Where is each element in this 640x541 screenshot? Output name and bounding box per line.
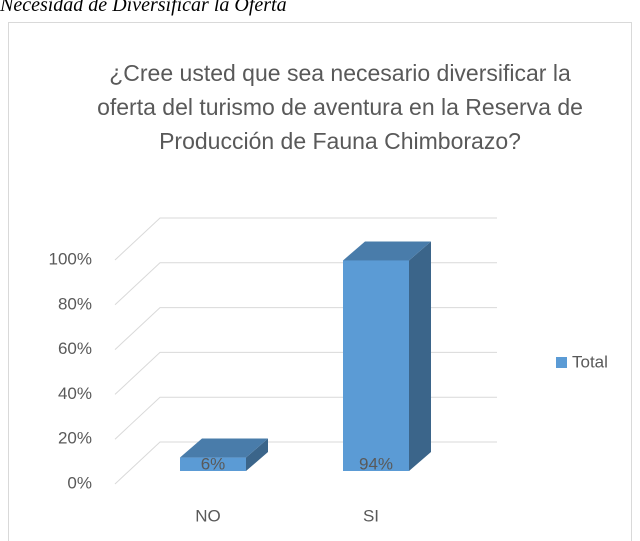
bar bbox=[343, 260, 409, 471]
legend-label: Total bbox=[572, 352, 608, 371]
x-tick-label: SI bbox=[363, 506, 379, 525]
x-tick-label: NO bbox=[195, 506, 221, 525]
y-tick-label: 60% bbox=[58, 339, 92, 358]
data-label: 6% bbox=[201, 454, 226, 473]
grid-line bbox=[114, 217, 497, 261]
data-label: 94% bbox=[359, 454, 393, 473]
bar-top bbox=[180, 438, 268, 458]
chart-title: ¿Cree usted que sea necesario diversific… bbox=[97, 60, 583, 154]
y-tick-label: 80% bbox=[58, 294, 92, 313]
y-tick-label: 40% bbox=[58, 384, 92, 403]
bar bbox=[180, 457, 246, 471]
legend-swatch bbox=[556, 357, 567, 368]
bar-side bbox=[246, 438, 268, 471]
y-tick-label: 0% bbox=[67, 473, 92, 492]
bar-top bbox=[343, 241, 431, 261]
y-tick-label: 20% bbox=[58, 429, 92, 448]
y-tick-label: 100% bbox=[49, 249, 92, 268]
caption: Necesidad de Diversificar la Oferta bbox=[0, 0, 287, 16]
chart-border bbox=[8, 22, 632, 541]
bar-side bbox=[409, 241, 431, 471]
